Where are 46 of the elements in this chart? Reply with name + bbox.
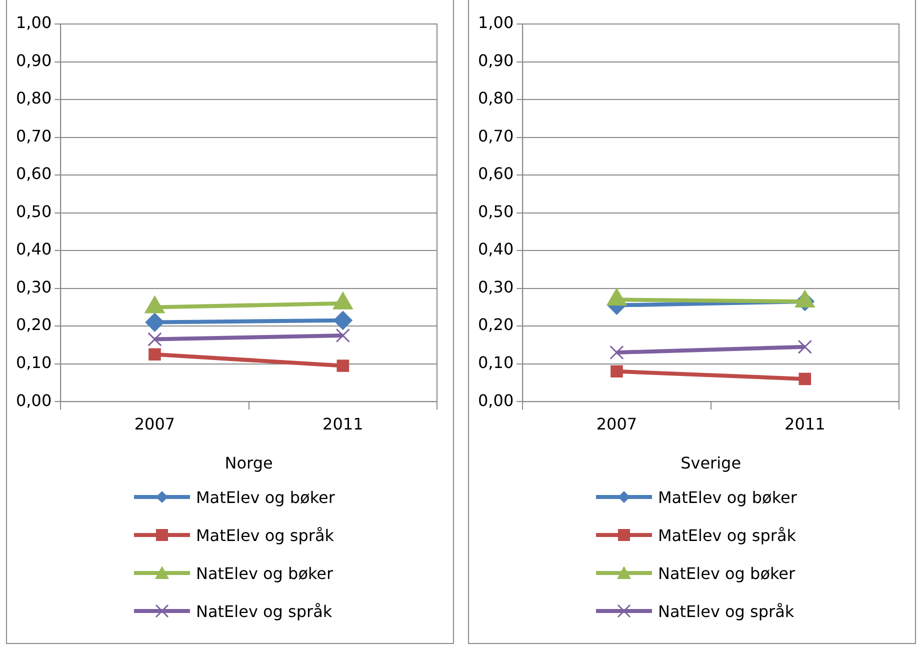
x-axis-title: Sverige (680, 454, 742, 473)
legend-label: MatElev og bøker (658, 488, 797, 506)
point (148, 348, 161, 361)
y-tick-label: 0,10 (16, 352, 52, 372)
point (333, 310, 352, 330)
point (336, 328, 350, 343)
x-tick-label: 2011 (322, 414, 364, 434)
y-tick-label: 0,90 (478, 50, 514, 70)
y-tick-label: 0,80 (478, 88, 514, 108)
y-tick-label: 0,70 (478, 126, 514, 146)
legend-label: MatElev og bøker (196, 488, 335, 506)
x-tick-label: 2007 (134, 414, 176, 434)
y-tick-label: 0,10 (478, 352, 514, 372)
y-tick-label: 0,60 (16, 164, 52, 184)
point (798, 340, 812, 354)
x-axis-title: Norge (224, 454, 273, 473)
y-tick-label: 0,50 (478, 202, 514, 221)
legend-label: NatElev og språk (658, 602, 794, 620)
y-tick-label: 0,20 (16, 315, 52, 334)
point (336, 360, 350, 372)
y-tick-label: 0,20 (478, 315, 514, 334)
y-tick-label: 1,00 (478, 13, 514, 32)
point (798, 372, 812, 386)
y-tick-label: 0,60 (478, 164, 514, 184)
y-tick-label: 0,90 (16, 50, 52, 70)
legend-label: NatElev og bøker (196, 564, 334, 582)
point (145, 312, 164, 332)
y-tick-label: 0,30 (478, 277, 514, 296)
point (148, 332, 162, 346)
y-tick-label: 0,40 (16, 240, 52, 259)
x-tick-label: 2011 (784, 414, 826, 434)
legend-label: NatElev og språk (196, 602, 332, 620)
legend-label: MatElev og språk (196, 526, 334, 544)
y-tick-label: 0,30 (16, 277, 52, 296)
point (610, 365, 623, 378)
point (610, 345, 624, 360)
y-tick-label: 0,00 (16, 390, 52, 410)
y-tick-label: 0,80 (16, 88, 52, 108)
y-tick-label: 0,70 (16, 126, 52, 146)
y-tick-label: 0,00 (478, 390, 514, 410)
y-tick-label: 0,40 (478, 240, 514, 259)
x-tick-label: 2007 (596, 414, 638, 434)
y-tick-label: 1,00 (16, 13, 52, 32)
legend-label: MatElev og språk (658, 526, 796, 544)
legend-label: NatElev og bøker (658, 564, 796, 582)
y-tick-label: 0,50 (16, 202, 52, 221)
